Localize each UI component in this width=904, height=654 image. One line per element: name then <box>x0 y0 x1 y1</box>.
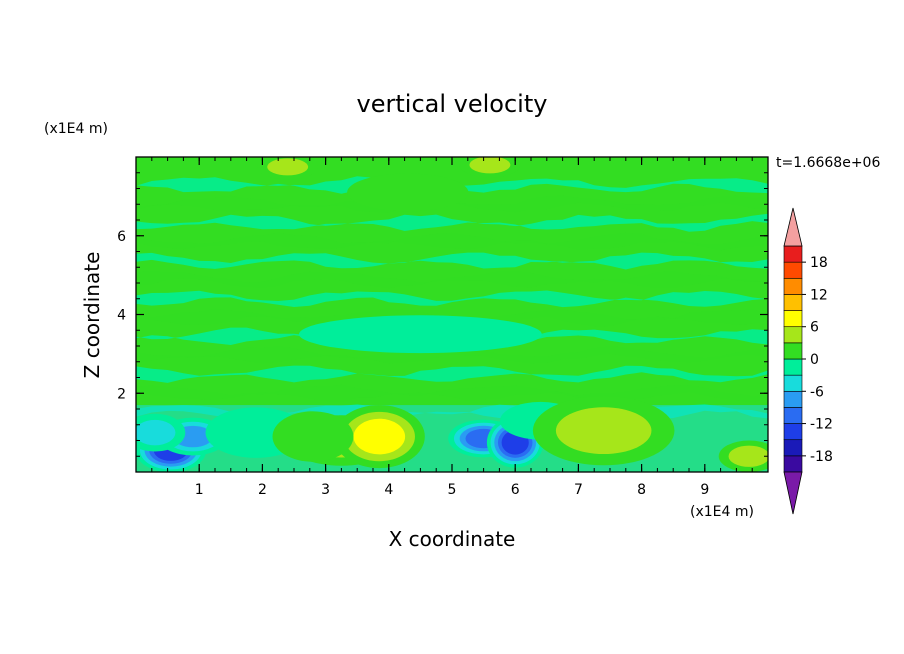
x-tick-label: 5 <box>448 482 457 498</box>
contour-band <box>136 346 768 364</box>
x-tick-label: 2 <box>258 482 267 498</box>
x-tick-label: 4 <box>384 482 393 498</box>
colorbar-swatch <box>783 423 803 441</box>
contour-cell <box>718 440 768 472</box>
colorbar-swatch <box>783 261 803 279</box>
colorbar-lower-arrow <box>783 471 803 515</box>
contour-band <box>136 271 768 289</box>
contour-band <box>136 176 768 194</box>
time-label: t=1.6668e+06 <box>776 155 880 171</box>
y-unit-label: (x1E4 m) <box>44 121 108 137</box>
contour-level <box>272 411 354 462</box>
contour-cell <box>272 411 354 462</box>
y-tick-label: 4 <box>117 308 126 324</box>
contour-level <box>267 158 309 176</box>
colorbar-label: -18 <box>810 449 833 465</box>
colorbar-swatch <box>783 455 803 473</box>
chart-title: vertical velocity <box>357 90 548 118</box>
contour-level <box>728 445 768 467</box>
colorbar-label: 6 <box>810 320 819 336</box>
colorbar-label: 18 <box>810 255 828 271</box>
contour-level <box>347 173 469 212</box>
colorbar-label: 12 <box>810 287 828 303</box>
colorbar-swatch <box>783 439 803 457</box>
y-axis-label: Z coordinate <box>80 252 104 379</box>
y-tick-label: 2 <box>117 386 126 402</box>
y-axis: 2 4 6 <box>117 172 768 457</box>
colorbar-swatch <box>783 342 803 360</box>
contour-band <box>136 365 768 383</box>
x-tick-label: 3 <box>321 482 330 498</box>
colorbar-swatch <box>783 245 803 263</box>
colorbar-swatch <box>783 310 803 328</box>
contour-level <box>299 315 542 354</box>
x-tick-label: 1 <box>195 482 204 498</box>
contour-level <box>469 157 511 174</box>
colorbar-swatch <box>783 374 803 392</box>
contour-band <box>136 195 768 213</box>
plot-area <box>136 157 768 472</box>
contour-cell <box>299 315 542 354</box>
contour-band <box>136 213 768 232</box>
colorbar-swatch <box>783 326 803 344</box>
contour-level <box>555 407 652 455</box>
x-tick-label: 7 <box>574 482 583 498</box>
contour-features <box>136 157 768 472</box>
x-tick-label: 9 <box>700 482 709 498</box>
contour-cell <box>257 157 319 180</box>
colorbar-label: -12 <box>810 417 833 433</box>
colorbar-label: 0 <box>810 352 819 368</box>
x-unit-label: (x1E4 m) <box>690 504 754 520</box>
colorbar-upper-arrow <box>783 207 803 247</box>
contour-band <box>136 290 768 308</box>
y-tick-label: 6 <box>117 229 126 245</box>
contour-cell <box>347 173 469 212</box>
colorbar-swatch <box>783 294 803 311</box>
x-tick-label: 6 <box>511 482 520 498</box>
x-tick-label: 8 <box>637 482 646 498</box>
contour-band <box>136 252 768 270</box>
x-axis: 1 2 3 4 5 6 7 8 9 <box>151 157 753 498</box>
contour-cell <box>333 405 425 469</box>
colorbar-label: -6 <box>810 384 824 400</box>
colorbar-swatch <box>783 358 803 376</box>
colorbar-swatch <box>783 407 803 424</box>
x-axis-label: X coordinate <box>389 527 516 551</box>
contour-level <box>353 418 406 455</box>
contour-cell <box>459 157 521 178</box>
contour-level <box>136 419 176 446</box>
colorbar-swatch <box>783 277 803 295</box>
colorbar: 18 12 6 0 -6 -12 -18 <box>783 207 833 515</box>
contour-band <box>136 232 768 251</box>
contour-cell <box>532 396 675 466</box>
contour-cell <box>136 413 186 452</box>
colorbar-swatch <box>783 390 803 408</box>
contour-band <box>136 308 768 327</box>
